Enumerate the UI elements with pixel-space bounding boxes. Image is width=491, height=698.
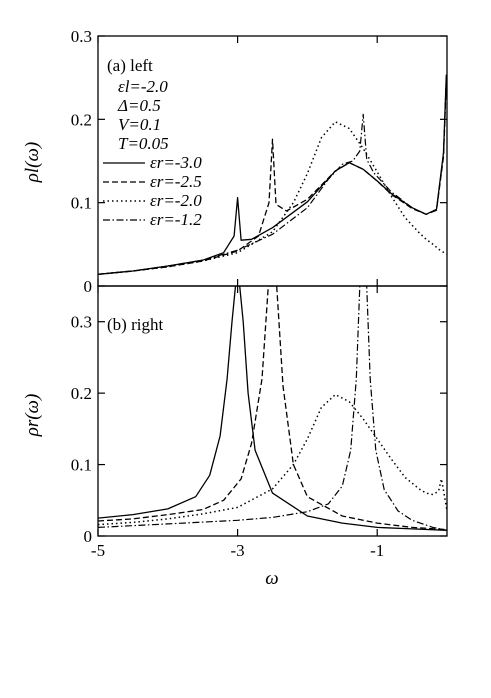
panel-a-y-tick-label: 0.1 [71, 194, 92, 213]
legend-label-r-2-5: εr=-2.5 [150, 172, 202, 191]
param-t: T=0.05 [118, 134, 169, 153]
panel-a-y-tick-label: 0.2 [71, 110, 92, 129]
panel-b-y-tick-label: 0.2 [71, 384, 92, 403]
panel-a-x-ticks [97, 36, 378, 286]
panel-b: 0 0.1 0.2 0.3 -5 -3 -1 (b) right ρr(ω) ω [22, 285, 448, 589]
panel-b-series-r-2-0 [98, 393, 447, 526]
param-delta: Δ=0.5 [117, 96, 161, 115]
panel-a-series-r-1-2 [98, 77, 447, 275]
panel-b-y-axis-title: ρr(ω) [22, 394, 43, 438]
param-eps-l: εl=-2.0 [118, 77, 168, 96]
panel-b-series-r-2-5 [98, 286, 447, 531]
x-tick-label: -1 [370, 541, 384, 560]
legend-label-r-1-2: εr=-1.2 [150, 210, 202, 229]
panel-b-y-tick-label: 0 [84, 527, 93, 546]
panel-b-y-tick-label: 0.1 [71, 456, 92, 475]
panel-a-legend: εr=-3.0εr=-2.5εr=-2.0εr=-1.2 [103, 153, 202, 229]
panel-a-label: (a) left [107, 56, 153, 75]
panel-a-series-lines [98, 74, 447, 276]
panel-a-y-tick-label: 0.3 [71, 27, 92, 46]
param-v: V=0.1 [118, 115, 161, 134]
panel-a: 0 0.1 0.2 0.3 (a) left εl=-2.0 Δ=0.5 V=0.1 … [22, 27, 448, 296]
panel-b-series-r-3-0 [98, 286, 447, 531]
panel-b-label: (b) right [107, 315, 163, 334]
legend-label-r-3-0: εr=-3.0 [150, 153, 202, 172]
panel-a-y-ticks: 0 0.1 0.2 0.3 [71, 27, 447, 296]
panel-b-y-ticks: 0 0.1 0.2 0.3 [71, 313, 447, 546]
panel-b-y-tick-label: 0.3 [71, 313, 92, 332]
panel-b-x-ticks: -5 -3 -1 [91, 286, 384, 560]
legend-label-r-2-0: εr=-2.0 [150, 191, 202, 210]
panel-a-parameters: εl=-2.0 Δ=0.5 V=0.1 T=0.05 [117, 77, 169, 153]
x-tick-label: -3 [231, 541, 245, 560]
panel-a-y-tick-label: 0 [84, 277, 93, 296]
panel-a-series-r-2-0 [98, 121, 447, 276]
panel-b-series-lines [98, 286, 447, 531]
x-tick-label: -5 [91, 541, 105, 560]
panel-a-y-axis-title: ρl(ω) [22, 142, 43, 183]
x-axis-title: ω [265, 568, 278, 589]
panel-b-series-r-1-2 [98, 286, 447, 531]
